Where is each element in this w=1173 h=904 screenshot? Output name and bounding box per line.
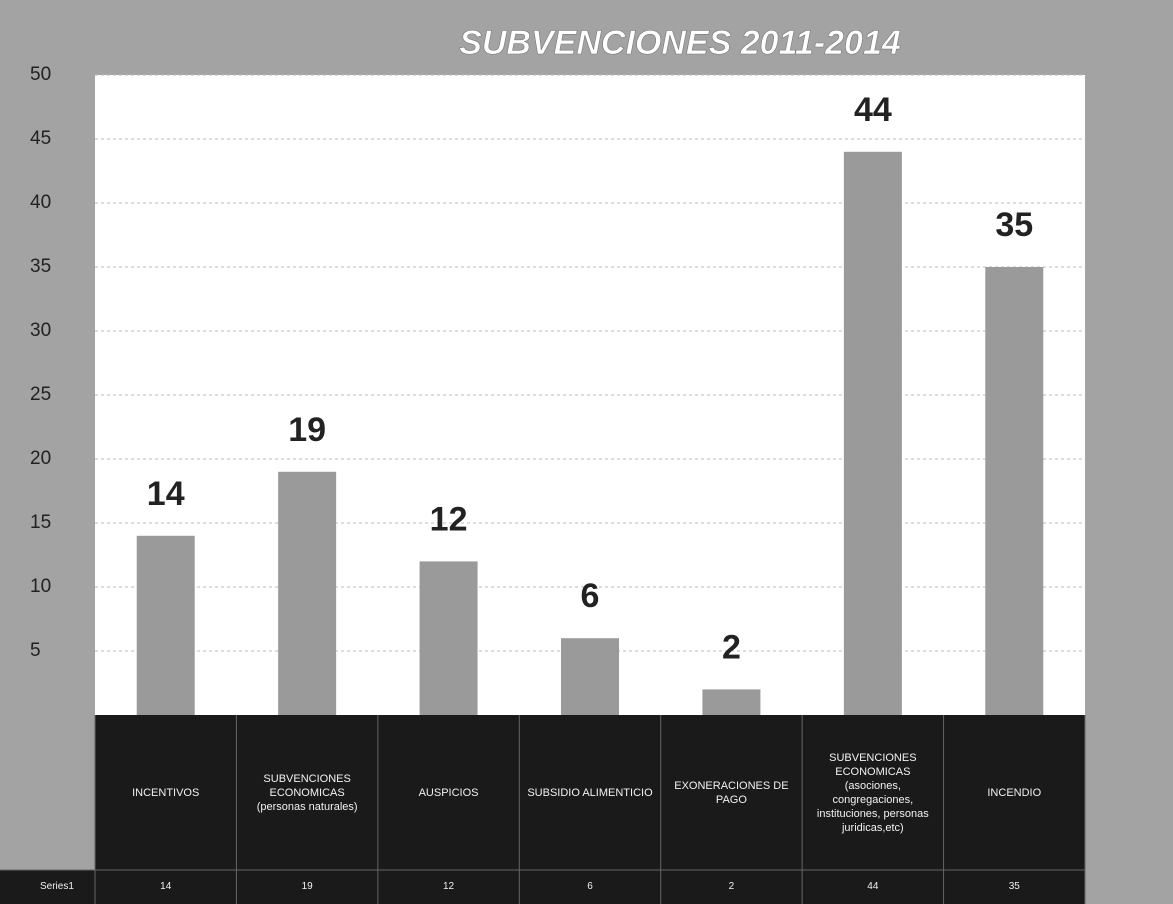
y-tick-label: 45 <box>30 128 51 149</box>
table-value: 19 <box>301 881 313 892</box>
y-tick-label: 50 <box>30 64 51 85</box>
table-value: 6 <box>587 881 593 892</box>
table-value: 14 <box>160 881 172 892</box>
series-name: Series1 <box>40 881 74 892</box>
bar <box>419 561 478 715</box>
bar <box>278 471 337 715</box>
y-tick-label: 15 <box>30 512 51 533</box>
category-label: SUBVENCIONES ECONOMICAS (personas natura… <box>256 772 358 813</box>
data-label: 44 <box>854 91 892 129</box>
category-label: INCENTIVOS <box>132 786 200 799</box>
chart-title: SUBVENCIONES 2011-2014 <box>459 24 901 62</box>
bar <box>561 638 619 715</box>
category-label: INCENDIO <box>987 786 1042 799</box>
data-label: 6 <box>581 577 600 615</box>
data-label: 12 <box>430 500 468 538</box>
bar <box>702 689 761 715</box>
y-tick-label: 25 <box>30 384 51 405</box>
data-label: 35 <box>995 206 1033 244</box>
table-value: 12 <box>442 881 455 892</box>
y-tick-label: 35 <box>30 256 51 277</box>
data-label: 19 <box>288 411 326 449</box>
table-value: 44 <box>867 881 879 892</box>
category-label: SUBVENCIONES ECONOMICAS (asociones, cong… <box>816 751 929 834</box>
category-label: EXONERACIONES DE PAGO <box>674 779 789 806</box>
category-label: SUBSIDIO ALIMENTICIO <box>527 786 653 799</box>
y-tick-label: 40 <box>30 192 51 213</box>
y-tick-label: 30 <box>30 320 51 341</box>
data-table <box>95 715 1085 904</box>
data-label: 2 <box>722 628 741 666</box>
data-label: 14 <box>147 475 185 513</box>
bar <box>843 151 902 716</box>
y-tick-label: 10 <box>30 576 51 597</box>
y-tick-label: 5 <box>30 640 41 661</box>
bar <box>985 267 1044 715</box>
table-value: 35 <box>1008 881 1020 892</box>
bar <box>136 535 195 715</box>
category-label: AUSPICIOS <box>418 786 479 799</box>
series-row-header <box>0 870 95 904</box>
y-tick-label: 20 <box>30 448 51 469</box>
table-value: 2 <box>728 881 735 892</box>
